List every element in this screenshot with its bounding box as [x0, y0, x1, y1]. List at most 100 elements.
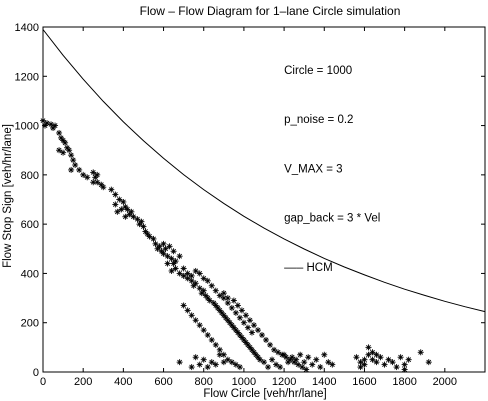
- x-tick-label: 800: [195, 376, 213, 388]
- hcm-curve-line: [42, 29, 486, 313]
- annotation: p_noise = 0.2: [284, 114, 353, 126]
- data-point: [94, 171, 101, 178]
- data-point: [122, 213, 129, 220]
- data-point: [52, 122, 59, 129]
- data-point: [365, 344, 372, 351]
- x-tick-label: 400: [114, 376, 132, 388]
- data-point: [180, 302, 187, 309]
- data-point: [172, 258, 179, 265]
- data-point: [297, 351, 304, 358]
- data-point: [212, 361, 219, 368]
- data-point: [385, 356, 392, 363]
- data-point: [196, 285, 203, 292]
- data-point: [301, 359, 308, 366]
- simulation-points: [40, 117, 432, 373]
- data-point: [242, 312, 249, 319]
- data-point: [246, 317, 253, 324]
- plot-frame: [42, 26, 486, 373]
- data-point: [265, 364, 272, 371]
- data-point: [220, 351, 227, 358]
- data-point: [381, 361, 388, 368]
- data-point: [261, 359, 267, 366]
- data-point: [285, 359, 292, 366]
- data-point: [357, 359, 364, 366]
- data-point: [196, 361, 203, 368]
- data-point: [164, 260, 171, 267]
- data-point: [128, 208, 135, 215]
- data-point: [295, 361, 302, 368]
- data-point: [289, 354, 296, 361]
- data-point: [208, 282, 215, 289]
- data-point: [166, 243, 173, 250]
- data-point: [80, 171, 87, 178]
- data-point: [76, 166, 83, 173]
- data-point: [84, 174, 91, 181]
- data-point: [146, 233, 153, 240]
- data-point: [180, 265, 187, 272]
- data-point: [281, 351, 288, 358]
- data-point: [192, 354, 199, 361]
- data-point: [60, 149, 67, 156]
- data-point: [401, 366, 408, 373]
- data-point: [329, 361, 336, 368]
- data-point: [40, 117, 46, 124]
- data-point: [212, 341, 219, 348]
- data-point: [224, 300, 231, 306]
- data-point: [275, 349, 282, 356]
- data-point: [305, 354, 312, 361]
- data-point: [353, 354, 360, 361]
- data-point: [313, 356, 320, 363]
- x-tick-label: 1200: [272, 376, 296, 388]
- data-point: [232, 309, 239, 316]
- data-point: [256, 356, 263, 363]
- data-point: [224, 356, 231, 363]
- data-point: [317, 364, 324, 371]
- data-point: [244, 324, 251, 331]
- data-point: [357, 364, 364, 371]
- data-point: [130, 213, 137, 220]
- data-point: [228, 304, 235, 311]
- data-point: [114, 208, 121, 215]
- data-point: [309, 361, 316, 368]
- data-point: [144, 231, 151, 237]
- data-point: [70, 157, 77, 164]
- data-point: [373, 351, 380, 358]
- y-tick-label: 200: [21, 318, 39, 330]
- data-point: [66, 147, 73, 154]
- data-point: [184, 275, 191, 282]
- data-point: [277, 364, 284, 371]
- data-point: [206, 297, 213, 304]
- annotation: ––– HCM: [284, 262, 333, 274]
- y-tick-label: 1000: [15, 121, 39, 133]
- data-point: [68, 166, 75, 173]
- data-point: [152, 240, 159, 247]
- data-point: [216, 351, 223, 358]
- data-point: [176, 270, 183, 277]
- data-point: [365, 351, 372, 358]
- data-point: [271, 346, 278, 353]
- data-point: [162, 245, 169, 252]
- data-point: [192, 280, 199, 287]
- data-point: [90, 169, 97, 176]
- data-point: [192, 267, 199, 274]
- parameter-annotations: Circle = 1000 p_noise = 0.2 V_MAX = 3 gap_b…: [284, 65, 380, 274]
- data-point: [425, 359, 432, 366]
- data-point: [369, 356, 376, 363]
- data-point: [273, 361, 280, 368]
- x-tick-label: 2000: [433, 376, 457, 388]
- data-point: [160, 250, 167, 257]
- data-point: [160, 240, 167, 247]
- data-point: [108, 186, 115, 193]
- data-point: [238, 307, 245, 314]
- annotation: V_MAX = 3: [284, 163, 343, 175]
- data-point: [212, 287, 219, 294]
- data-point: [417, 349, 424, 356]
- data-point: [293, 356, 300, 363]
- data-point: [100, 184, 107, 191]
- data-point: [321, 351, 328, 358]
- annotation: gap_back = 3 * Vel: [284, 213, 380, 225]
- data-point: [200, 327, 207, 334]
- y-tick-label: 1200: [15, 71, 39, 83]
- y-tick-label: 800: [21, 170, 39, 182]
- data-point: [200, 356, 207, 363]
